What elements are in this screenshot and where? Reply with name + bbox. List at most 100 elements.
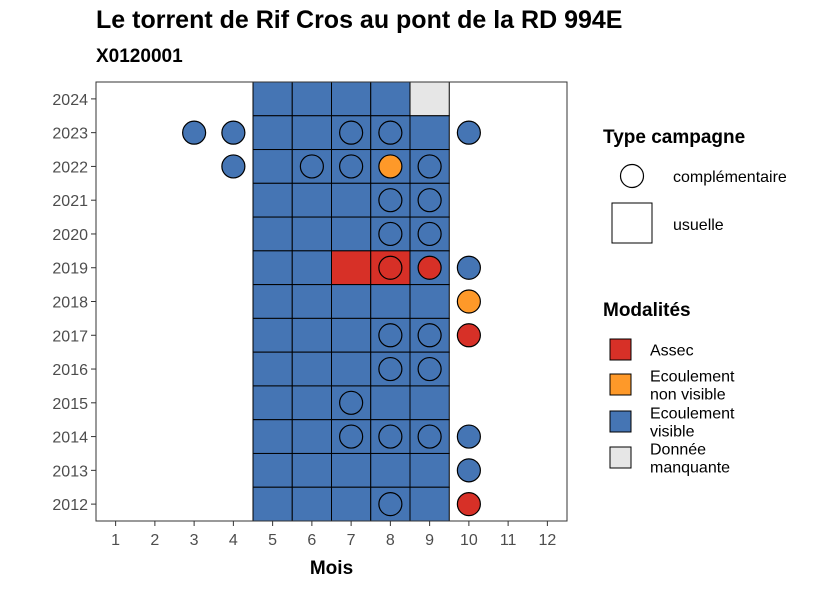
usuelle-cell-2012-5 xyxy=(252,486,293,522)
usuelle-cell-2012-6 xyxy=(291,486,332,522)
x-tick-label-8: 8 xyxy=(386,532,395,549)
usuelle-cell-2024-7 xyxy=(331,81,372,117)
legend-label-assec: Assec xyxy=(650,343,694,360)
legend: Type campagne complémentaire usuelle Modali… xyxy=(603,127,787,477)
complementaire-point-2022-6 xyxy=(299,154,324,179)
usuelle-cell-2020-7 xyxy=(331,216,372,252)
complementaire-point-2016-9 xyxy=(417,356,442,382)
y-tick-label-2019: 2019 xyxy=(52,261,88,278)
y-tick-label-2023: 2023 xyxy=(52,126,88,143)
legend-modalites-title: Modalités xyxy=(603,300,691,321)
x-tick-label-2: 2 xyxy=(150,532,159,549)
complementaire-point-2019-10 xyxy=(456,255,481,280)
usuelle-cell-2022-5 xyxy=(252,149,293,184)
complementaire-point-2015-7 xyxy=(339,390,364,415)
complementaire-point-2022-4 xyxy=(221,154,246,179)
complementaire-point-2018-10 xyxy=(456,289,481,314)
y-tick-label-2015: 2015 xyxy=(52,396,88,413)
chart-subtitle: X0120001 xyxy=(96,46,183,67)
legend-key-donn-e-manquante xyxy=(609,446,632,469)
y-tick-label-2022: 2022 xyxy=(52,159,88,176)
x-tick-label-10: 10 xyxy=(460,532,478,549)
complementaire-point-2022-8 xyxy=(378,154,403,179)
usuelle-cells-layer xyxy=(252,81,450,522)
legend-label-ecoulement-non-visible: Ecoulement non visible xyxy=(650,369,735,404)
x-axis: 1 2 3 4 5 6 7 8 9 10 11 12 xyxy=(111,521,556,549)
y-tick-label-2016: 2016 xyxy=(52,362,88,379)
usuelle-cell-2015-9 xyxy=(409,385,450,421)
complementaire-point-2020-8 xyxy=(378,221,403,247)
usuelle-cell-2018-9 xyxy=(409,284,450,319)
usuelle-cell-2013-9 xyxy=(409,452,450,488)
complementaire-point-2017-9 xyxy=(417,323,442,348)
complementaire-point-2016-8 xyxy=(378,356,403,382)
usuelle-cell-2024-6 xyxy=(291,81,332,117)
complementaire-point-2017-8 xyxy=(378,323,403,348)
legend-label-donn-e-manquante: Donnée manquante xyxy=(650,442,730,477)
y-tick-label-2014: 2014 xyxy=(52,430,88,447)
x-tick-label-1: 1 xyxy=(111,532,120,549)
usuelle-cell-2017-5 xyxy=(252,317,293,353)
complementaire-point-2014-7 xyxy=(339,424,364,449)
usuelle-cell-2020-6 xyxy=(291,216,332,252)
usuelle-cell-2016-5 xyxy=(252,351,293,387)
x-tick-label-12: 12 xyxy=(538,532,556,549)
usuelle-cell-2019-6 xyxy=(291,250,332,286)
x-tick-label-7: 7 xyxy=(347,532,356,549)
usuelle-cell-2024-5 xyxy=(252,81,293,117)
usuelle-cell-2016-6 xyxy=(291,351,332,387)
complementaire-points-layer xyxy=(182,120,481,517)
legend-label-usuelle: usuelle xyxy=(673,217,724,234)
complementaire-point-2023-3 xyxy=(182,120,207,145)
legend-key-ecoulement-non-visible xyxy=(609,373,632,396)
usuelle-cell-2019-7 xyxy=(331,250,372,286)
usuelle-cell-2021-6 xyxy=(291,182,332,218)
usuelle-cell-2018-7 xyxy=(331,284,372,319)
usuelle-cell-2019-5 xyxy=(252,250,293,286)
complementaire-point-2023-4 xyxy=(221,120,246,145)
complementaire-point-2023-7 xyxy=(339,120,364,145)
legend-label-ecoulement-visible: Ecoulement visible xyxy=(650,406,735,441)
complementaire-point-2013-10 xyxy=(456,458,481,483)
y-tick-label-2018: 2018 xyxy=(52,295,88,312)
usuelle-cell-2015-8 xyxy=(370,385,411,421)
usuelle-cell-2013-5 xyxy=(252,452,293,488)
usuelle-cell-2015-6 xyxy=(291,385,332,421)
complementaire-point-2022-9 xyxy=(417,154,442,179)
usuelle-cell-2023-9 xyxy=(409,115,450,151)
complementaire-point-2021-8 xyxy=(378,188,403,213)
legend-key-usuelle xyxy=(611,202,653,244)
complementaire-point-2019-8 xyxy=(378,255,403,280)
usuelle-cell-2014-6 xyxy=(291,419,332,454)
complementaire-point-2012-10 xyxy=(456,492,481,517)
complementaire-point-2023-10 xyxy=(456,120,481,145)
y-axis: 2012 2013 2014 2015 2016 2017 2018 2019 2020 2021… xyxy=(52,92,96,514)
x-tick-label-9: 9 xyxy=(425,532,434,549)
legend-label-complementaire: complémentaire xyxy=(673,169,787,186)
usuelle-cell-2018-8 xyxy=(370,284,411,319)
legend-type-title: Type campagne xyxy=(603,127,745,148)
usuelle-cell-2021-7 xyxy=(331,182,372,218)
usuelle-cell-2018-5 xyxy=(252,284,293,319)
y-tick-label-2012: 2012 xyxy=(52,497,88,514)
complementaire-point-2017-10 xyxy=(456,323,481,348)
y-tick-label-2021: 2021 xyxy=(52,193,88,210)
usuelle-cell-2017-7 xyxy=(331,317,372,353)
usuelle-cell-2020-5 xyxy=(252,216,293,252)
usuelle-cell-2023-5 xyxy=(252,115,293,151)
legend-key-assec xyxy=(609,338,632,361)
usuelle-cell-2018-6 xyxy=(291,284,332,319)
usuelle-cell-2013-6 xyxy=(291,452,332,488)
x-tick-label-11: 11 xyxy=(500,532,517,549)
usuelle-cell-2024-9 xyxy=(409,81,450,117)
y-tick-label-2013: 2013 xyxy=(52,463,88,480)
x-tick-label-4: 4 xyxy=(229,532,238,549)
chart-title: Le torrent de Rif Cros au pont de la RD … xyxy=(96,6,623,34)
x-tick-label-3: 3 xyxy=(190,532,199,549)
usuelle-cell-2012-7 xyxy=(331,486,372,522)
x-axis-title: Mois xyxy=(310,558,353,579)
usuelle-cell-2021-5 xyxy=(252,182,293,218)
complementaire-point-2014-9 xyxy=(417,424,442,449)
complementaire-point-2020-9 xyxy=(417,221,442,247)
